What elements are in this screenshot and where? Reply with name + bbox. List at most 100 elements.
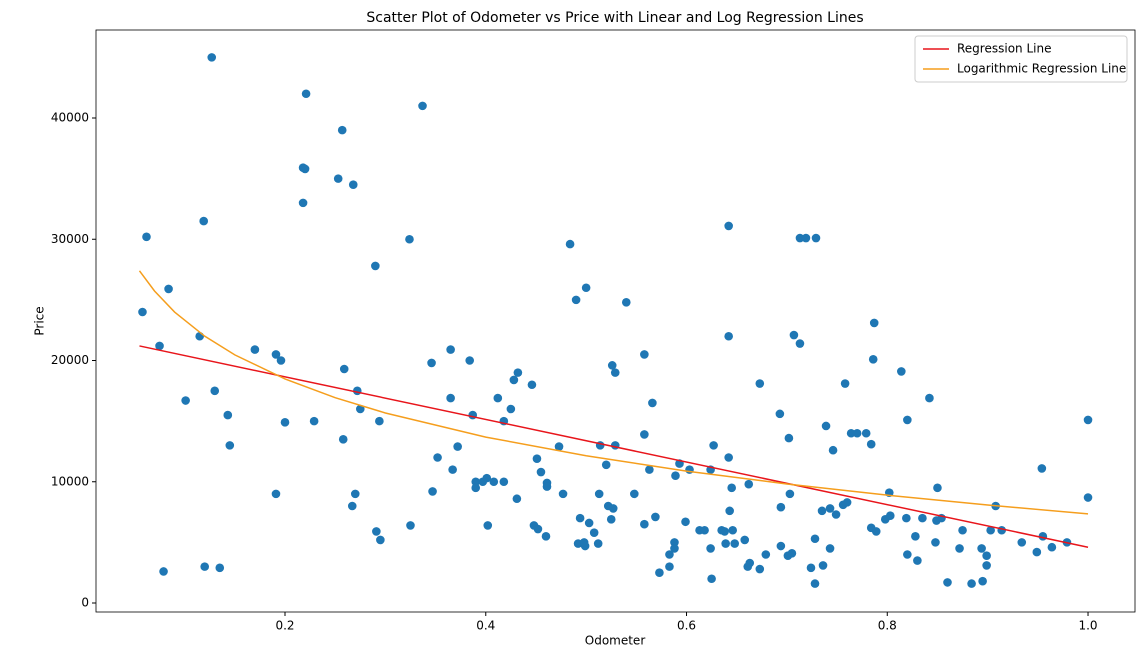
point [801,233,811,243]
point [745,558,755,568]
point [199,216,209,226]
point [482,473,492,483]
point [700,525,709,535]
point [225,441,235,450]
point [810,534,820,544]
point [372,527,381,536]
y-tick-label: 40000 [51,111,89,125]
point [483,521,493,530]
point [852,428,862,438]
point [536,467,546,477]
point [446,393,455,403]
point [978,576,987,586]
point [610,368,620,377]
point [724,331,733,341]
point [842,498,852,507]
point [903,550,912,559]
point [911,532,920,541]
point [840,379,850,388]
point [761,550,771,559]
point [706,544,715,553]
point [709,441,718,450]
point [405,234,414,244]
point [594,489,604,499]
point [828,445,838,455]
point [831,510,841,519]
point [727,483,736,493]
point [433,453,442,462]
point [339,364,349,374]
point [606,515,616,524]
point [785,489,795,499]
x-tick-label: 0.6 [677,619,696,633]
point [931,538,940,547]
x-tick-label: 0.8 [878,619,897,633]
point [181,396,190,405]
x-tick-label: 1.0 [1078,619,1097,633]
point [789,330,799,340]
point [301,89,311,99]
point [903,415,912,425]
point [348,180,358,189]
point [506,404,516,414]
point [371,261,380,271]
point [825,504,835,513]
point [866,439,876,449]
point [271,350,281,359]
point [861,428,871,438]
regression-line [139,345,1089,548]
point [355,404,365,414]
point [744,479,754,489]
point [215,563,225,573]
point [869,318,879,328]
point [446,345,455,354]
point [489,477,499,487]
point [986,525,995,535]
point [350,489,360,499]
point [730,539,739,548]
point [453,442,462,451]
point [846,428,856,438]
point [565,239,575,249]
point [825,544,835,553]
point [428,487,437,496]
regression-line [138,270,1089,515]
point [155,341,164,351]
point [725,506,734,516]
point [707,574,716,584]
point [1083,493,1093,502]
point [337,125,347,135]
point [571,295,581,305]
point [967,579,976,588]
point [897,367,906,376]
point [720,527,729,536]
point [982,551,991,561]
point [806,563,816,573]
point [670,538,679,547]
point [509,375,519,385]
point [333,174,343,183]
point [471,477,481,487]
point [207,53,217,62]
point [755,564,765,574]
point [885,511,895,521]
point [724,221,733,231]
point [542,482,552,491]
point [1032,547,1042,557]
point [276,356,286,365]
point [1047,542,1057,552]
point [601,460,611,470]
point [448,465,457,474]
legend-label: Logarithmic Regression Line [957,62,1126,76]
point [755,379,765,388]
point [811,233,821,243]
point [280,418,290,427]
point [513,368,523,377]
y-tick-label: 0 [81,596,89,610]
point [958,525,967,535]
point [795,339,805,348]
point [608,504,618,513]
point [776,541,786,551]
point [728,525,737,535]
